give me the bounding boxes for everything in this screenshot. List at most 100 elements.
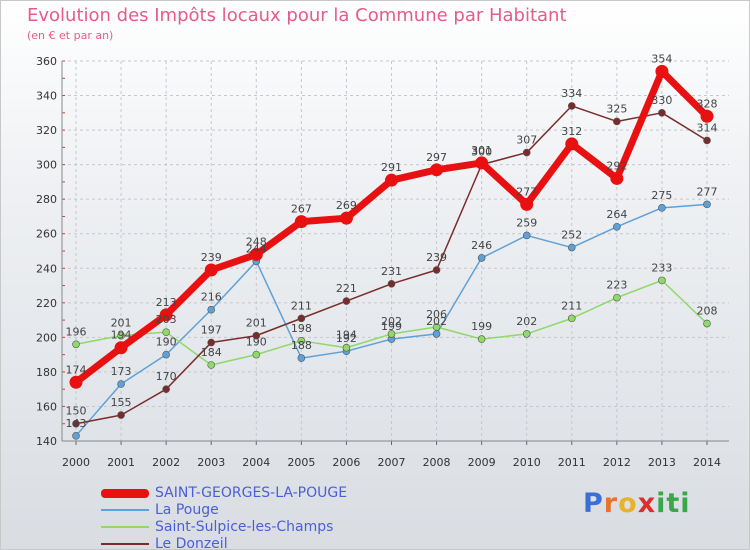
- data-label: 301: [471, 144, 492, 157]
- data-label: 198: [291, 322, 312, 335]
- data-point: [522, 148, 531, 157]
- data-label: 196: [66, 325, 87, 338]
- y-tick-label: 200: [36, 331, 57, 344]
- data-point: [658, 204, 666, 212]
- data-point: [658, 276, 666, 285]
- data-point: [613, 223, 621, 231]
- data-label: 202: [426, 315, 447, 328]
- y-tick-label: 300: [36, 159, 57, 172]
- data-point: [162, 328, 170, 336]
- line-chart: 140 160 180 200 220 240 260 280 300 320 340 360 2000…: [36, 52, 729, 469]
- y-tick-label: 260: [36, 228, 57, 241]
- data-point: [207, 338, 216, 347]
- data-label: 143: [66, 417, 87, 430]
- data-label: 206: [426, 308, 447, 321]
- data-point: [162, 385, 170, 393]
- data-label: 328: [697, 97, 718, 110]
- legend-label: Saint-Sulpice-les-Champs: [155, 519, 334, 535]
- x-tick-label: 2006: [332, 456, 360, 469]
- data-point: [432, 323, 441, 331]
- y-tick-label: 340: [36, 90, 57, 103]
- x-tick-label: 2007: [378, 456, 406, 469]
- y-tick-label: 160: [36, 400, 57, 413]
- data-point: [72, 340, 80, 349]
- logo-letter: o: [618, 488, 638, 519]
- data-point: [613, 293, 621, 302]
- data-label: 174: [66, 363, 87, 376]
- data-point: [658, 109, 666, 117]
- data-label: 259: [516, 216, 537, 229]
- data-point: [297, 314, 306, 323]
- data-label: 239: [201, 251, 222, 264]
- x-tick-label: 2005: [287, 456, 315, 469]
- legend-swatch: [101, 526, 149, 528]
- data-point: [703, 136, 711, 145]
- data-label: 314: [697, 121, 718, 134]
- data-label: 208: [697, 305, 718, 318]
- y-tick-label: 180: [36, 366, 57, 379]
- data-label: 211: [561, 299, 582, 312]
- data-label: 199: [471, 320, 492, 333]
- chart-title: Evolution des Impôts locaux pour la Comm…: [27, 5, 567, 26]
- data-point: [520, 197, 534, 211]
- data-point: [252, 331, 261, 340]
- data-label: 239: [426, 251, 447, 264]
- y-tick-label: 360: [36, 55, 57, 68]
- grid: [62, 60, 729, 442]
- legend-label: Le Donzeil: [155, 536, 228, 550]
- data-label: 203: [156, 313, 177, 326]
- data-point: [567, 314, 576, 323]
- data-label: 202: [516, 315, 537, 328]
- data-point: [655, 64, 669, 78]
- legend-label: SAINT-GEORGES-LA-POUGE: [155, 485, 348, 501]
- data-label: 190: [156, 336, 177, 349]
- data-point: [522, 330, 531, 338]
- data-point: [565, 137, 579, 151]
- data-point: [294, 215, 308, 229]
- data-point: [114, 341, 128, 355]
- x-tick-label: 2011: [558, 456, 586, 469]
- data-point: [432, 266, 441, 274]
- logo-letter: P: [583, 488, 604, 519]
- data-point: [117, 380, 125, 388]
- data-label: 334: [561, 87, 582, 100]
- data-label: 292: [606, 159, 627, 172]
- data-label: 197: [201, 324, 222, 337]
- data-point: [117, 411, 125, 419]
- data-label: 170: [156, 370, 177, 383]
- data-label: 246: [471, 239, 492, 252]
- data-label: 264: [606, 208, 627, 221]
- x-tick-label: 2003: [197, 456, 225, 469]
- data-label: 202: [381, 315, 402, 328]
- logo-letter: i: [656, 488, 667, 519]
- logo-letter: i: [680, 488, 691, 519]
- x-tick-label: 2004: [242, 456, 270, 469]
- data-label: 312: [561, 125, 582, 138]
- data-point: [159, 308, 173, 322]
- data-label: 330: [651, 94, 672, 107]
- data-label: 325: [606, 102, 627, 115]
- data-label: 216: [201, 291, 222, 304]
- data-label: 194: [336, 329, 357, 342]
- legend-swatch: [101, 543, 149, 545]
- data-point: [249, 247, 263, 261]
- x-tick-label: 2000: [62, 456, 90, 469]
- data-label: 184: [201, 346, 222, 359]
- data-point: [297, 337, 306, 345]
- data-point: [477, 335, 486, 343]
- data-point: [610, 171, 624, 185]
- data-label: 244: [246, 242, 267, 255]
- data-label: 269: [336, 199, 357, 212]
- plot-area: [62, 61, 729, 441]
- logo-letter: t: [666, 488, 681, 519]
- data-point: [477, 254, 486, 262]
- data-label: 201: [111, 317, 132, 330]
- data-point: [339, 211, 353, 225]
- data-label: 275: [651, 189, 672, 202]
- data-label: 190: [246, 336, 267, 349]
- data-label: 194: [111, 329, 132, 342]
- data-label: 248: [246, 235, 267, 248]
- data-point: [117, 331, 125, 340]
